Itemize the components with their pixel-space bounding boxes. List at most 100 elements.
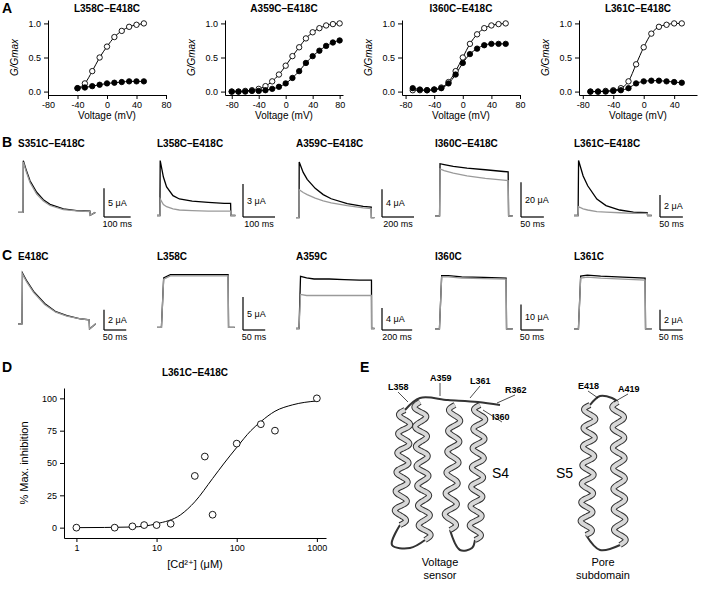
y-axis-tick-mark	[44, 58, 48, 59]
y-axis-tick-label: 0.5	[382, 53, 395, 63]
data-point	[482, 25, 487, 30]
fit-curve	[413, 44, 506, 90]
data-point	[679, 80, 684, 85]
data-point	[303, 36, 308, 41]
data-point	[467, 41, 472, 46]
current-trace	[435, 276, 513, 329]
residue-label: A419	[618, 384, 640, 394]
plot-area	[296, 162, 374, 218]
residue-label: L361	[470, 376, 491, 386]
y-axis: 0.00.51.0	[205, 19, 225, 97]
x-axis-tick-label: 40	[132, 100, 142, 110]
helix	[445, 405, 460, 530]
y-axis-line	[48, 21, 49, 96]
residue-label: E418	[578, 381, 599, 391]
data-point	[603, 88, 608, 93]
x-axis-tick: 40	[670, 95, 680, 110]
loop	[586, 535, 620, 550]
helix-outline	[612, 402, 625, 545]
panel-title: E418C	[18, 251, 49, 262]
plot-area	[18, 161, 95, 216]
y-axis-line	[402, 21, 403, 96]
y-axis-tick: 50	[47, 458, 64, 468]
data-point	[111, 524, 118, 531]
data-point	[104, 81, 109, 86]
x-axis-tick-mark	[48, 95, 49, 99]
panel-title: A359C–E418C	[296, 138, 363, 149]
data-point	[446, 81, 451, 86]
scale-bar-current	[103, 310, 104, 330]
current-trace	[296, 294, 374, 328]
plot-area	[296, 276, 374, 328]
y-axis-tick-label: 50	[47, 458, 57, 468]
scale-bar-label: 5 μA	[108, 198, 127, 208]
panel-title: A359C–E418C	[250, 3, 317, 14]
x-axis-tick: 100	[230, 538, 245, 553]
scale-bar-current	[520, 182, 521, 217]
x-axis-tick-label: -40	[607, 100, 620, 110]
x-axis-tick: -80	[577, 95, 590, 110]
x-axis-tick-mark	[613, 95, 614, 99]
panel: L361C–E418C-80-400400.00.51.0Voltage (mV…	[540, 3, 698, 121]
panel-letter: A	[2, 0, 12, 16]
x-axis-tick: 40	[308, 95, 318, 110]
x-axis-tick-label: -40	[71, 100, 84, 110]
x-axis-tick: -80	[400, 95, 413, 110]
data-point	[439, 85, 444, 90]
data-point	[290, 53, 295, 58]
data-point	[276, 84, 281, 89]
x-axis-tick-label: 100	[230, 543, 245, 553]
data-point	[97, 55, 102, 60]
scale-bar-current	[103, 188, 104, 217]
residue-label: A359	[430, 373, 452, 383]
y-axis-tick-mark	[575, 92, 579, 93]
x-axis-tick-mark	[340, 95, 341, 99]
scale-bar-time	[104, 216, 131, 217]
data-point	[112, 80, 117, 85]
helix-label: S5	[556, 465, 573, 481]
x-axis-tick: -40	[607, 95, 620, 110]
y-axis-title: G/Gmax	[186, 38, 197, 76]
panel-title: L358C	[157, 251, 187, 262]
plot-area	[574, 161, 652, 216]
panel: A359C4 μA200 ms	[296, 251, 412, 342]
panel: L361C–E418C2 μA50 ms	[574, 138, 684, 229]
residue-label: R362	[505, 385, 527, 395]
data-point	[82, 85, 87, 90]
x-axis-tick-label: 40	[487, 100, 497, 110]
data-point	[119, 79, 124, 84]
scale-bar-time	[243, 216, 275, 217]
current-trace	[435, 164, 513, 216]
x-axis-tick-mark	[237, 538, 238, 542]
scale-bar-time	[382, 329, 412, 330]
data-point	[603, 89, 608, 94]
leader-line	[470, 386, 480, 398]
panel-title: L361C	[574, 251, 604, 262]
data-point	[664, 22, 669, 27]
data-point	[283, 81, 288, 86]
helix	[612, 402, 625, 545]
loop	[450, 530, 475, 551]
x-axis-tick-mark	[520, 95, 521, 99]
scale-bar-label: 50 ms	[659, 219, 684, 229]
y-axis-title: G/Gmax	[540, 38, 551, 76]
y-axis-tick: 1.0	[559, 19, 579, 29]
data-point	[496, 21, 501, 26]
helix	[395, 410, 410, 525]
scale-bar-time	[660, 329, 682, 330]
y-axis-tick-mark	[60, 495, 64, 496]
data-point	[671, 21, 676, 26]
current-trace	[574, 277, 652, 329]
data-point	[256, 88, 261, 93]
scale-bar: 5 μA100 ms	[103, 188, 133, 229]
helix	[414, 402, 430, 540]
scale-bar-label: 5 μA	[247, 309, 266, 319]
data-point	[141, 522, 148, 529]
data-point	[141, 79, 146, 84]
y-axis: 0.00.51.0	[559, 19, 579, 97]
scale-bar-label: 50 ms	[520, 332, 545, 342]
x-axis-tick-label: 0	[642, 100, 647, 110]
x-axis-tick-label: 0	[105, 100, 110, 110]
x-axis-tick-label: 1	[74, 543, 79, 553]
plot-area	[410, 21, 508, 93]
